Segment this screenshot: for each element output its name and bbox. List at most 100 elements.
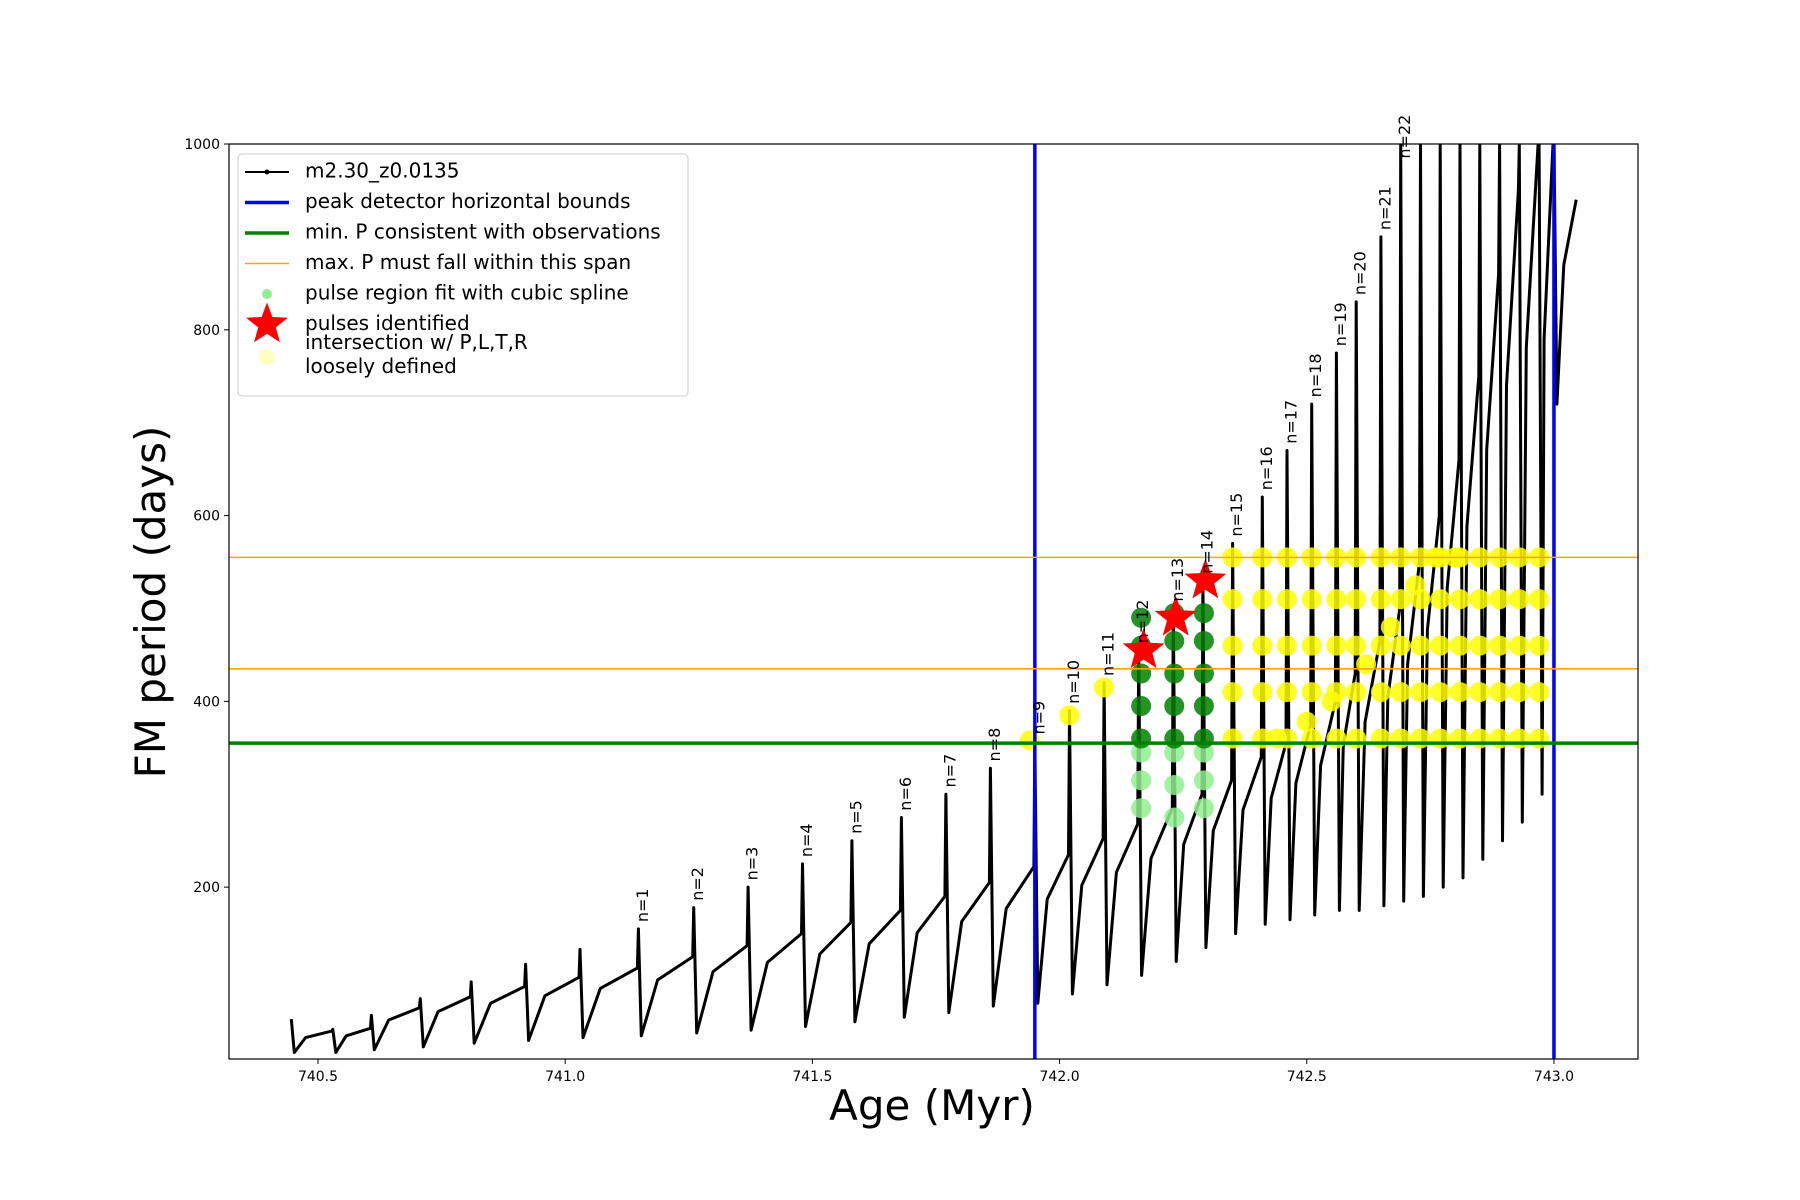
- scatter-point: [1489, 589, 1510, 610]
- scatter-point: [1276, 682, 1297, 703]
- annotation: n=3: [743, 847, 762, 881]
- scatter-point: [1164, 696, 1185, 717]
- scatter-point: [1489, 635, 1510, 656]
- scatter-point: [1529, 728, 1550, 749]
- annotation: n=9: [1029, 701, 1048, 735]
- legend-key: [262, 289, 272, 299]
- annotation: n=6: [896, 777, 915, 811]
- scatter-point: [1509, 682, 1530, 703]
- y-tick-label: 600: [193, 509, 220, 525]
- scatter-point: [1529, 682, 1550, 703]
- scatter-point: [1346, 682, 1367, 703]
- scatter-point: [1164, 630, 1185, 651]
- scatter-point: [1489, 682, 1510, 703]
- scatter-point: [1131, 770, 1152, 791]
- scatter-point: [1410, 635, 1431, 656]
- legend-label: pulse region fit with cubic spline: [305, 281, 629, 305]
- scatter-point: [1193, 742, 1214, 763]
- scatter-point: [1326, 728, 1347, 749]
- scatter-point: [1326, 635, 1347, 656]
- scatter-point: [1509, 589, 1530, 610]
- scatter-point: [1469, 635, 1490, 656]
- legend-label: m2.30_z0.0135: [305, 159, 460, 183]
- scatter-point: [1252, 682, 1273, 703]
- scatter-point: [1131, 607, 1152, 628]
- annotation: n=4: [797, 823, 816, 857]
- scatter-point: [1430, 728, 1451, 749]
- scatter-point: [1164, 728, 1185, 749]
- annotation: n=17: [1281, 400, 1300, 444]
- scatter-point: [1296, 711, 1317, 732]
- scatter-point: [1450, 728, 1471, 749]
- scatter-point: [1267, 728, 1288, 749]
- legend-key: [259, 349, 275, 365]
- star-marker: [1154, 595, 1197, 636]
- annotation: n=12: [1133, 600, 1152, 644]
- star-marker: [1184, 558, 1227, 599]
- scatter-point: [1252, 589, 1273, 610]
- scatter-point: [1410, 682, 1431, 703]
- scatter-point: [1326, 589, 1347, 610]
- scatter-point: [1509, 635, 1530, 656]
- scatter-point: [1430, 635, 1451, 656]
- data-line: [289, 144, 1578, 1054]
- scatter-point: [1321, 691, 1342, 712]
- scatter-point: [1222, 682, 1243, 703]
- scatter-point: [1094, 677, 1115, 698]
- scatter-point: [1131, 663, 1152, 684]
- scatter-point: [1222, 728, 1243, 749]
- scatter-point: [1390, 728, 1411, 749]
- scatter-point: [1193, 728, 1214, 749]
- annotation: n=22: [1395, 115, 1414, 159]
- annotation: n=7: [940, 754, 959, 788]
- scatter-point: [1164, 663, 1185, 684]
- scatter-point: [1450, 682, 1471, 703]
- scatter-point: [1164, 742, 1185, 763]
- legend-key: [246, 302, 288, 343]
- annotation: n=5: [846, 800, 865, 834]
- annotation: n=19: [1331, 302, 1350, 346]
- scatter-point: [1222, 589, 1243, 610]
- x-axis-label: Age (Myr): [829, 1081, 1035, 1130]
- star-marker: [1122, 628, 1165, 669]
- x-tick-label: 743.0: [1534, 1069, 1574, 1085]
- legend-key: [264, 169, 270, 175]
- scatter-point: [1222, 635, 1243, 656]
- scatter-point: [1193, 696, 1214, 717]
- scatter-point: [1164, 807, 1185, 828]
- x-tick-label: 740.5: [298, 1069, 338, 1085]
- x-tick-label: 741.0: [545, 1069, 585, 1085]
- scatter-point: [1193, 603, 1214, 624]
- legend-label: peak detector horizontal bounds: [305, 189, 631, 213]
- annotation: n=16: [1257, 446, 1276, 490]
- scatter-point: [1164, 774, 1185, 795]
- y-tick-label: 800: [193, 323, 220, 339]
- legend-label: intersection w/ P,L,T,R loosely defined: [305, 330, 528, 378]
- legend-box: [237, 153, 689, 397]
- y-tick-label: 200: [193, 880, 220, 896]
- scatter-point: [1193, 770, 1214, 791]
- scatter-point: [1410, 728, 1431, 749]
- scatter-point: [1430, 589, 1451, 610]
- annotation: n=2: [688, 867, 707, 901]
- annotation: n=21: [1375, 186, 1394, 230]
- plot-area: [229, 144, 1638, 1059]
- annotation: n=11: [1099, 632, 1118, 676]
- annotation: n=8: [985, 728, 1004, 762]
- scatter-point: [1131, 696, 1152, 717]
- scatter-point: [1380, 617, 1401, 638]
- x-tick-label: 741.5: [792, 1069, 832, 1085]
- scatter-point: [1450, 589, 1471, 610]
- scatter-point: [1370, 635, 1391, 656]
- annotation: n=15: [1227, 493, 1246, 537]
- annotation: n=14: [1197, 530, 1216, 574]
- scatter-point: [1356, 654, 1377, 675]
- annotation: n=20: [1351, 251, 1370, 295]
- scatter-point: [1529, 589, 1550, 610]
- annotation: n=10: [1064, 660, 1083, 704]
- scatter-point: [1131, 798, 1152, 819]
- legend-label: min. P consistent with observations: [305, 220, 661, 244]
